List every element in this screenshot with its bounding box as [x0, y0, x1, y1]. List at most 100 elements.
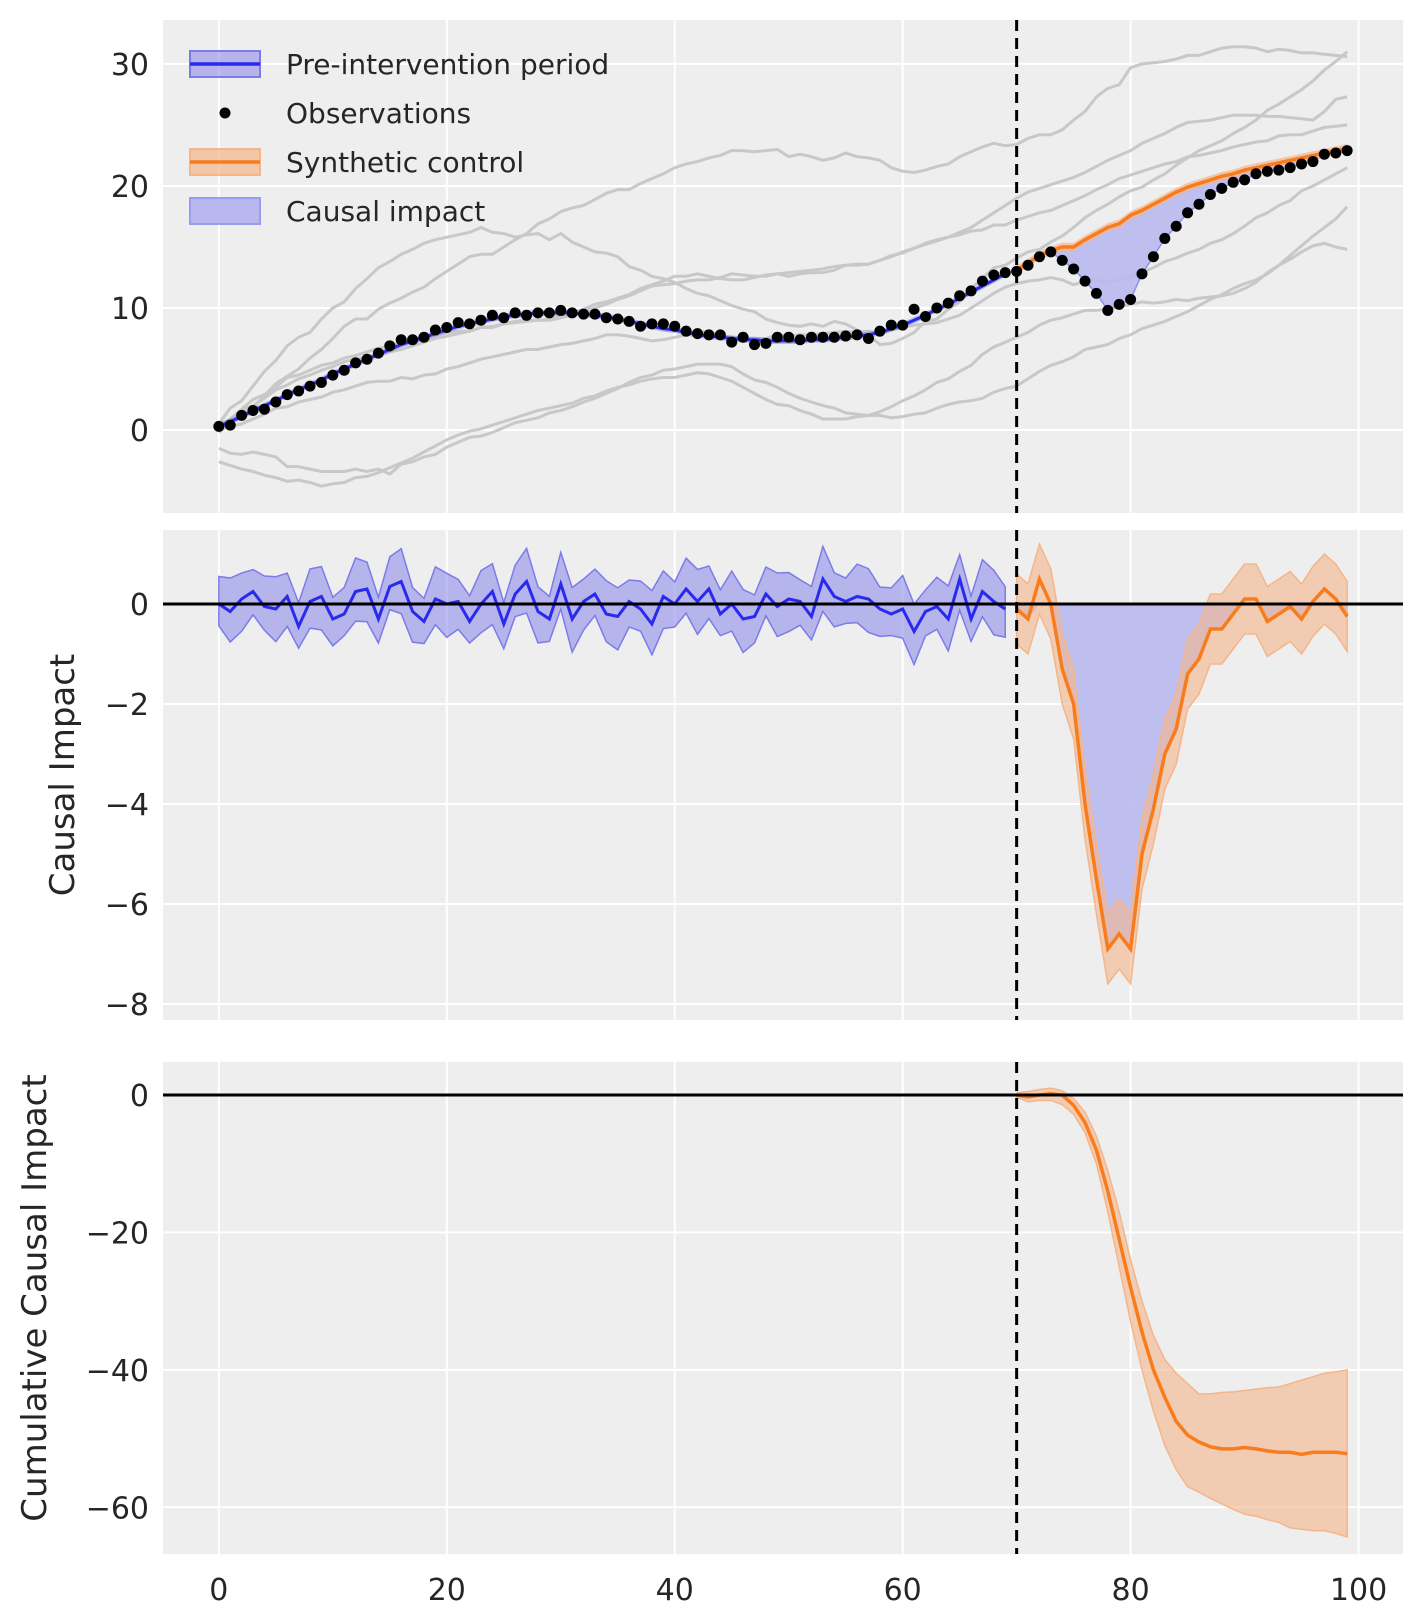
observation-point: [258, 403, 270, 415]
control-series-line: [217, 50, 1349, 425]
observation-point: [1113, 298, 1125, 310]
y-tick-label: 30: [111, 48, 149, 83]
observation-point: [315, 376, 327, 388]
observation-point: [669, 320, 681, 332]
observation-point: [429, 324, 441, 336]
observation-point: [885, 319, 897, 331]
observation-point: [395, 334, 407, 346]
observation-point: [1022, 259, 1034, 271]
synthetic-control-line: [1015, 146, 1348, 272]
observation-point: [1204, 189, 1216, 201]
observation-point: [726, 336, 738, 348]
observation-point: [646, 318, 658, 330]
observation-point: [1307, 156, 1319, 168]
y-axis-label: Cumulative Causal Impact: [15, 1074, 55, 1521]
observation-point: [612, 313, 624, 325]
observation-point: [1284, 162, 1296, 174]
x-tick-label: 100: [1330, 1573, 1387, 1608]
observation-point: [783, 331, 795, 343]
observation-point: [270, 396, 282, 408]
observation-point: [293, 385, 305, 397]
observation-point: [737, 331, 749, 343]
legend-label: Observations: [286, 97, 471, 130]
observation-point: [475, 314, 487, 326]
observation-point: [623, 315, 635, 327]
x-tick-label: 0: [209, 1573, 228, 1608]
plot-area: [163, 1087, 1403, 1538]
observation-point: [840, 330, 852, 342]
observation-point: [635, 320, 647, 332]
observation-point: [555, 304, 567, 316]
observation-point: [327, 369, 339, 381]
cumulative-impact-line: [1016, 1091, 1348, 1457]
y-tick-label: 10: [111, 292, 149, 327]
observation-point: [908, 303, 920, 315]
control-series-line: [218, 241, 1348, 488]
observation-point: [919, 311, 931, 323]
panel-top: 0 10 20 30 Pre-intervention period Observatio…: [111, 20, 1403, 513]
observation-point: [372, 347, 384, 359]
panel-middle: 0 −2 −4 −6 −8 Causal Impact: [43, 530, 1403, 1023]
legend-observation-marker: [219, 107, 231, 119]
control-series-line: [217, 45, 1348, 434]
pre-intervention-line: [218, 272, 1006, 428]
observation-point: [1261, 165, 1273, 177]
observation-point: [1239, 174, 1251, 186]
observation-point: [1318, 148, 1330, 160]
observation-point: [213, 420, 225, 432]
observation-point: [1193, 198, 1205, 210]
x-tick-label: 60: [884, 1573, 922, 1608]
cumulative-band: [1015, 1087, 1348, 1538]
observation-point: [1273, 164, 1285, 176]
x-tick-label: 20: [428, 1573, 466, 1608]
y-tick-label: 0: [130, 588, 149, 623]
observation-point: [441, 322, 453, 334]
control-series-line: [218, 205, 1349, 476]
observation-point: [464, 318, 476, 330]
observation-point: [1216, 182, 1228, 194]
y-tick-label: −20: [86, 1216, 149, 1251]
x-tick-label: 80: [1112, 1573, 1150, 1608]
x-tick-label: 40: [656, 1573, 694, 1608]
observation-point: [304, 380, 316, 392]
observation-point: [714, 329, 726, 341]
y-tick-label: 0: [130, 1079, 149, 1114]
observation-point: [486, 309, 498, 321]
observation-point: [1182, 207, 1194, 219]
observation-point: [931, 302, 943, 314]
observation-point: [452, 317, 464, 329]
observation-point: [794, 334, 806, 346]
observation-point: [771, 331, 783, 343]
observation-point: [1170, 220, 1182, 232]
observation-point: [1159, 232, 1171, 244]
observation-point: [817, 331, 829, 343]
observation-point: [1090, 287, 1102, 299]
control-series-line: [218, 166, 1348, 432]
observation-point: [692, 328, 704, 340]
observation-point: [566, 307, 578, 319]
observation-point: [760, 337, 772, 349]
observation-point: [954, 290, 966, 302]
observation-point: [749, 339, 761, 351]
observation-point: [1227, 176, 1239, 188]
observation-point: [589, 308, 601, 320]
observation-point: [657, 318, 669, 330]
observation-point: [498, 312, 510, 324]
observation-point: [578, 308, 590, 320]
observation-point: [247, 404, 259, 416]
observation-point: [384, 340, 396, 352]
observation-point: [988, 269, 1000, 281]
synthetic-control-line: [1015, 573, 1349, 954]
observation-point: [236, 409, 248, 421]
observation-point: [600, 312, 612, 324]
observation-point: [224, 419, 236, 431]
observation-point: [1011, 265, 1023, 277]
synthetic-control-band: [1015, 541, 1348, 986]
legend-label: Causal impact: [286, 195, 485, 228]
observation-point: [418, 331, 430, 343]
observation-point: [1045, 246, 1057, 258]
observation-point: [999, 267, 1011, 279]
y-tick-label: −4: [105, 788, 149, 823]
observation-point: [1125, 293, 1137, 305]
